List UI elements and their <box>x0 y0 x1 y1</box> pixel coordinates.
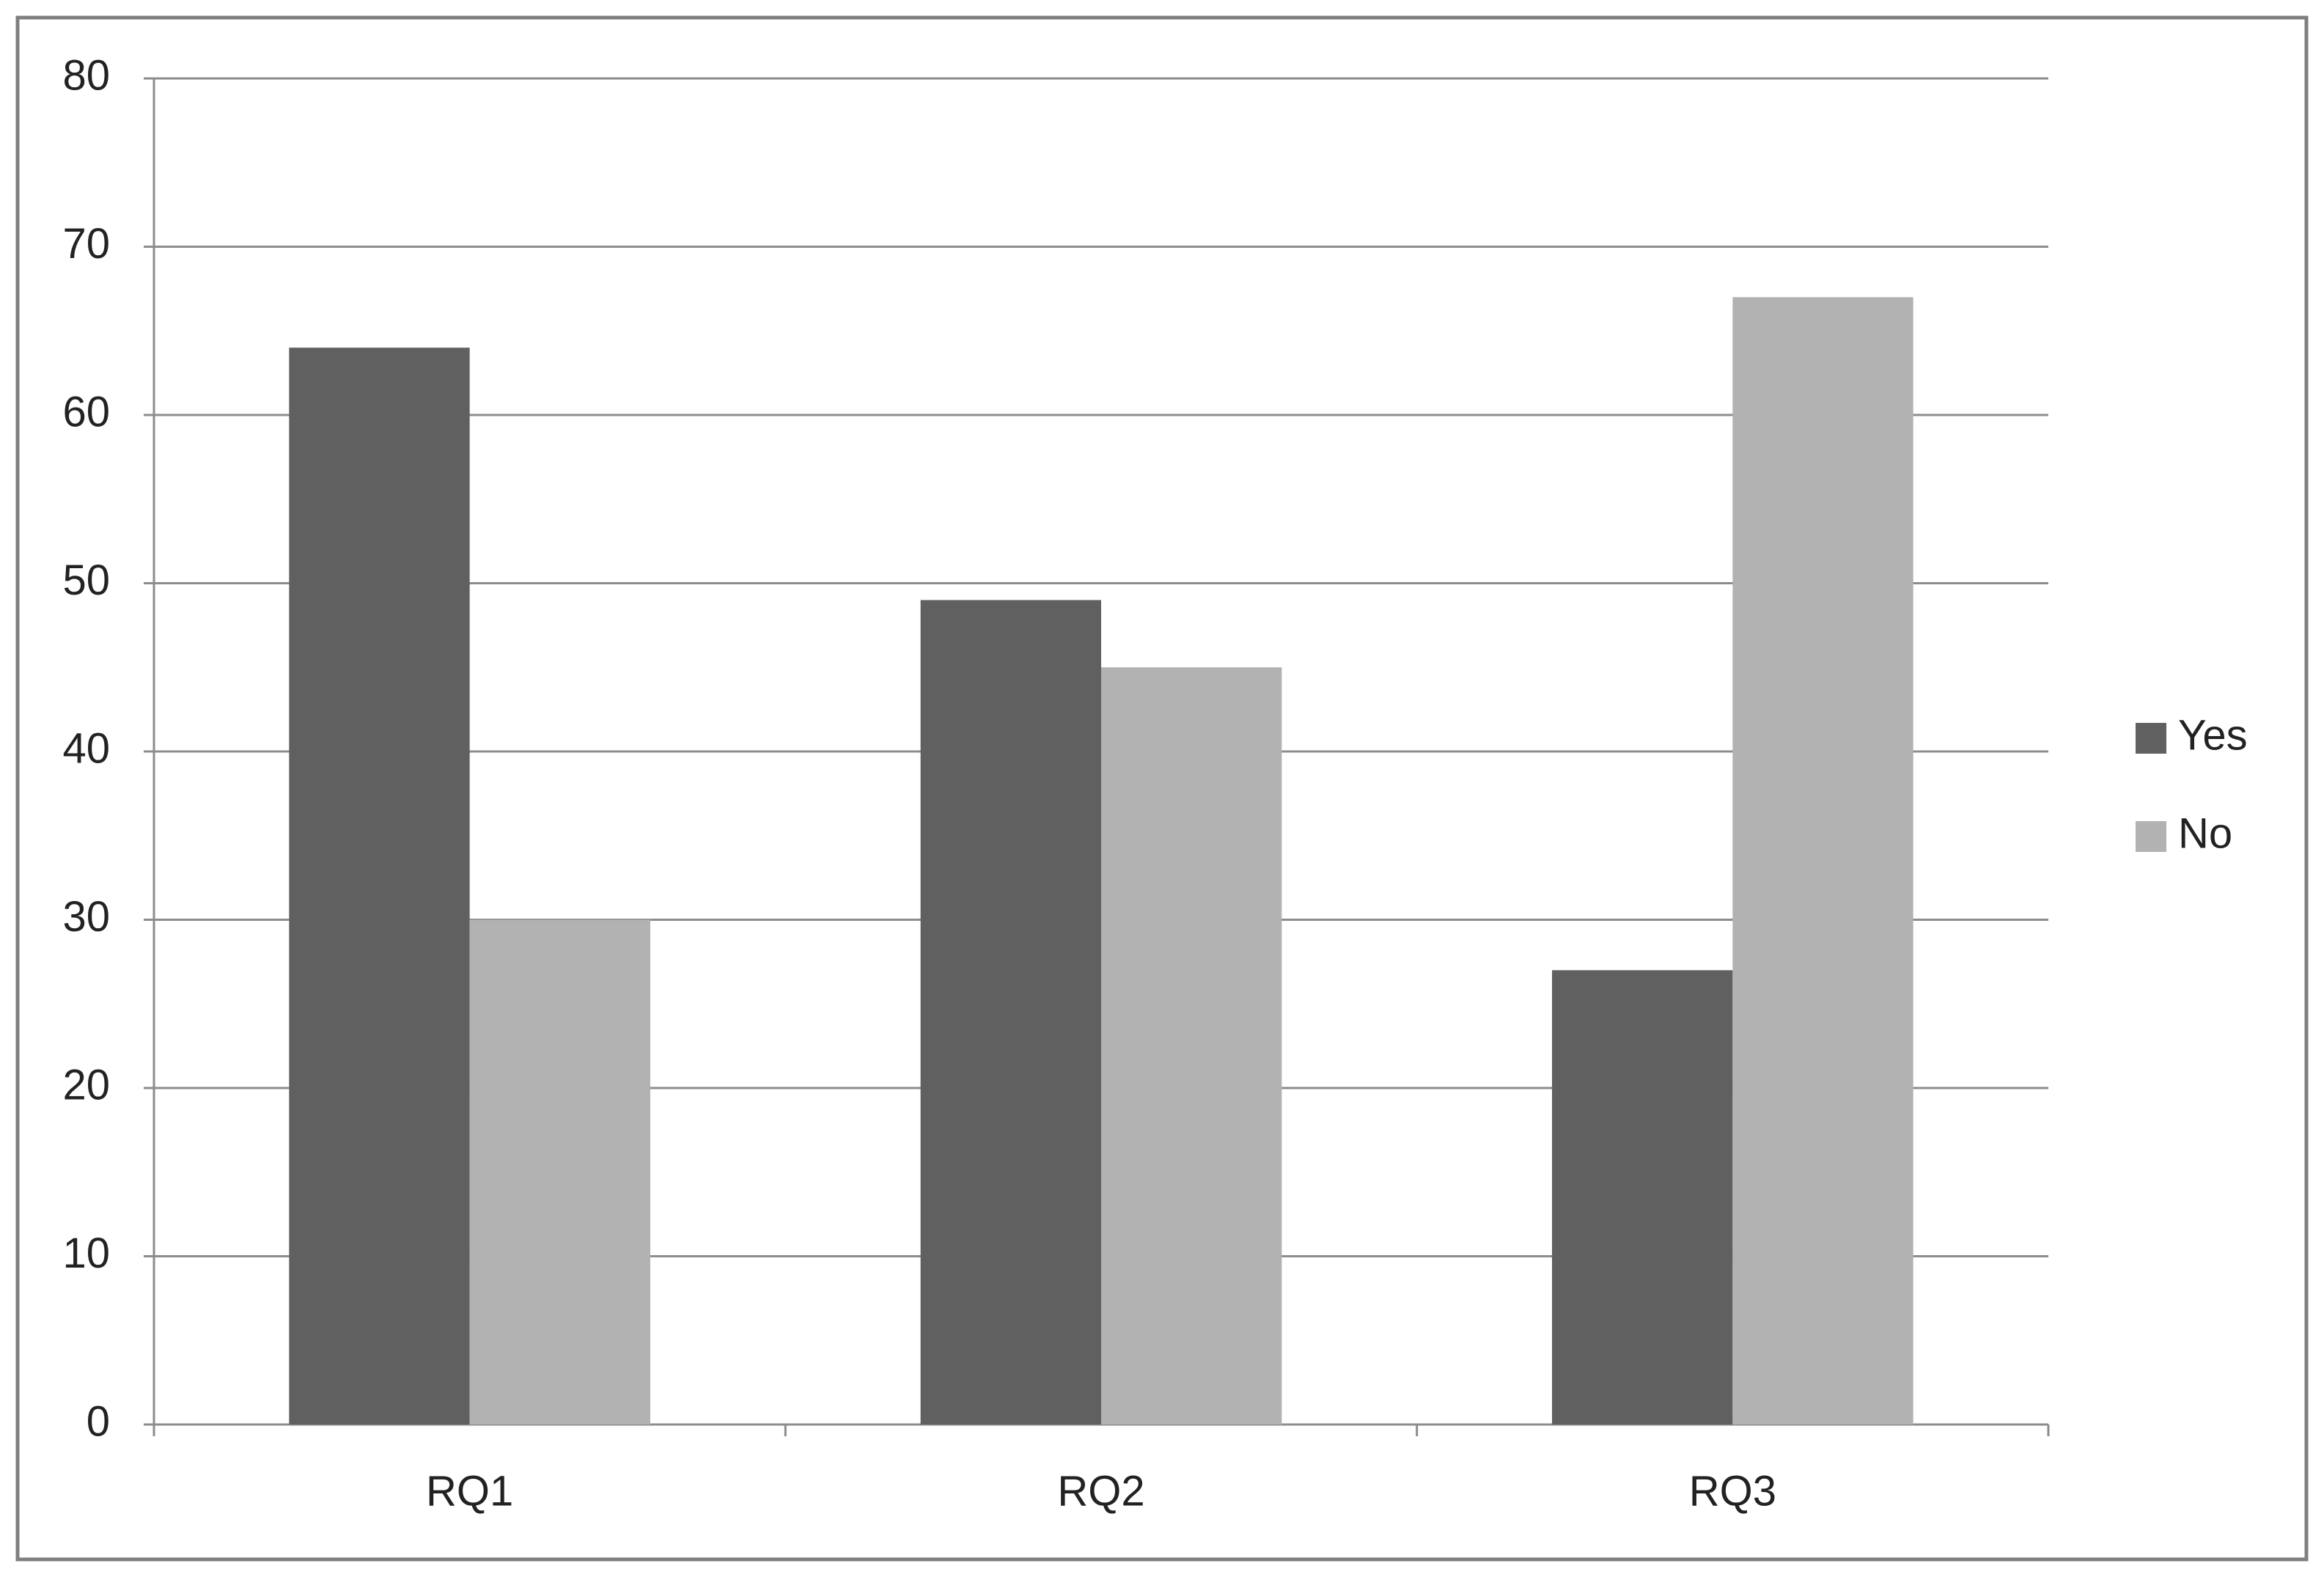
bar <box>1101 667 1282 1425</box>
y-tick-label: 10 <box>62 1229 110 1277</box>
bar <box>1551 970 1733 1425</box>
y-tick-label: 60 <box>62 388 110 435</box>
y-tick-label: 80 <box>62 51 110 99</box>
y-tick-label: 30 <box>62 893 110 941</box>
legend-swatch <box>2136 821 2166 852</box>
legend-swatch <box>2136 723 2166 754</box>
x-tick-label: RQ3 <box>1689 1467 1776 1515</box>
y-tick-label: 70 <box>62 220 110 268</box>
y-tick-label: 40 <box>62 724 110 772</box>
y-tick-label: 0 <box>87 1397 110 1445</box>
y-tick-label: 50 <box>62 556 110 604</box>
x-tick-label: RQ2 <box>1057 1467 1144 1515</box>
legend-label: Yes <box>2178 711 2248 759</box>
bar <box>469 919 651 1425</box>
bar <box>289 348 470 1425</box>
bar <box>920 600 1101 1425</box>
y-tick-label: 20 <box>62 1061 110 1109</box>
x-tick-label: RQ1 <box>426 1467 513 1515</box>
legend-label: No <box>2178 809 2232 857</box>
bar <box>1732 297 1913 1425</box>
